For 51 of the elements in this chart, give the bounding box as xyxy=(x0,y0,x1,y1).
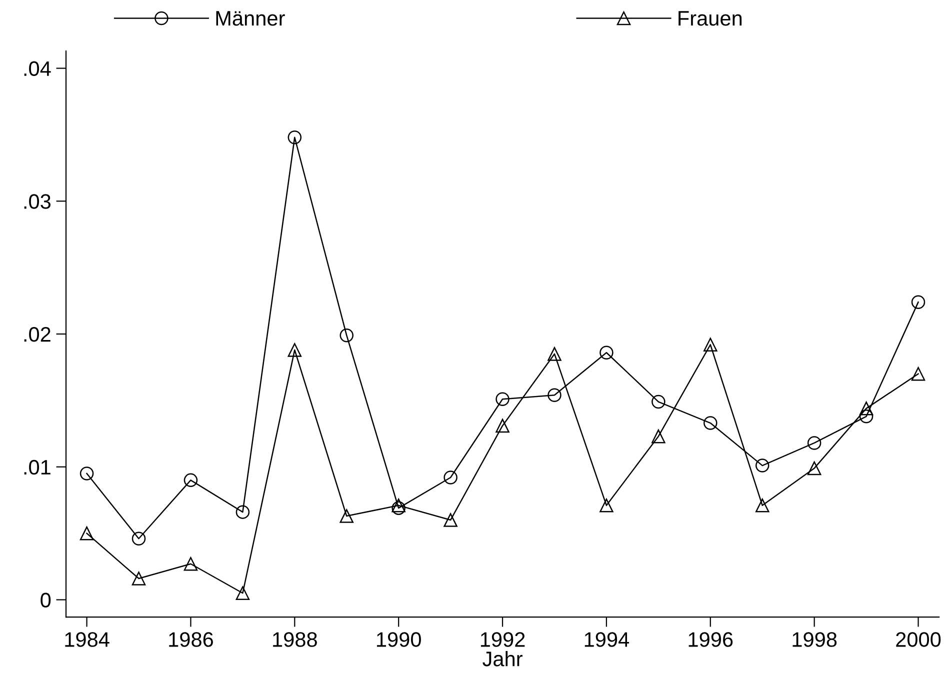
point xyxy=(859,402,874,416)
y-tick-label: .04 xyxy=(24,61,51,76)
point xyxy=(911,295,926,309)
x-tick-label: 1990 xyxy=(377,632,421,647)
point xyxy=(184,557,198,571)
x-tick-label: 1992 xyxy=(480,632,525,647)
y-tick-label: .03 xyxy=(24,194,51,209)
x-tick-label: 1998 xyxy=(792,632,837,647)
x-tick-label: 1988 xyxy=(273,632,317,647)
point xyxy=(911,367,926,381)
point xyxy=(807,461,822,476)
point xyxy=(496,392,510,406)
point xyxy=(755,458,770,472)
point xyxy=(496,418,510,433)
point xyxy=(392,498,406,512)
point xyxy=(444,513,458,527)
x-axis-title: Jahr xyxy=(482,651,522,666)
point xyxy=(236,505,250,519)
point xyxy=(288,130,302,144)
point xyxy=(340,509,354,523)
point xyxy=(132,532,146,546)
x-tick-label: 1984 xyxy=(65,632,110,647)
point xyxy=(652,394,666,409)
x-tick-label: 1994 xyxy=(584,632,630,647)
x-tick-label: 1996 xyxy=(688,632,733,647)
point xyxy=(288,343,302,357)
point xyxy=(444,470,458,484)
point xyxy=(236,586,250,600)
point xyxy=(704,338,718,352)
point xyxy=(548,388,562,402)
point xyxy=(80,466,94,480)
x-tick-label: 2000 xyxy=(896,632,941,647)
y-tick-label: .01 xyxy=(24,460,50,475)
point xyxy=(652,429,666,444)
point xyxy=(184,473,198,488)
point xyxy=(600,498,614,512)
point xyxy=(548,347,562,361)
point xyxy=(755,498,770,512)
point xyxy=(80,526,94,540)
legend-label: Frauen xyxy=(678,11,742,26)
point xyxy=(859,410,874,424)
y-tick-label: .02 xyxy=(24,327,50,342)
point xyxy=(392,501,406,515)
point xyxy=(600,346,614,360)
y-tick-label: 0 xyxy=(40,592,51,608)
legend-label: Männer xyxy=(216,11,285,26)
point xyxy=(807,436,822,450)
point xyxy=(340,328,354,342)
point xyxy=(132,572,146,586)
x-tick-label: 1986 xyxy=(169,632,213,647)
point xyxy=(704,416,718,430)
